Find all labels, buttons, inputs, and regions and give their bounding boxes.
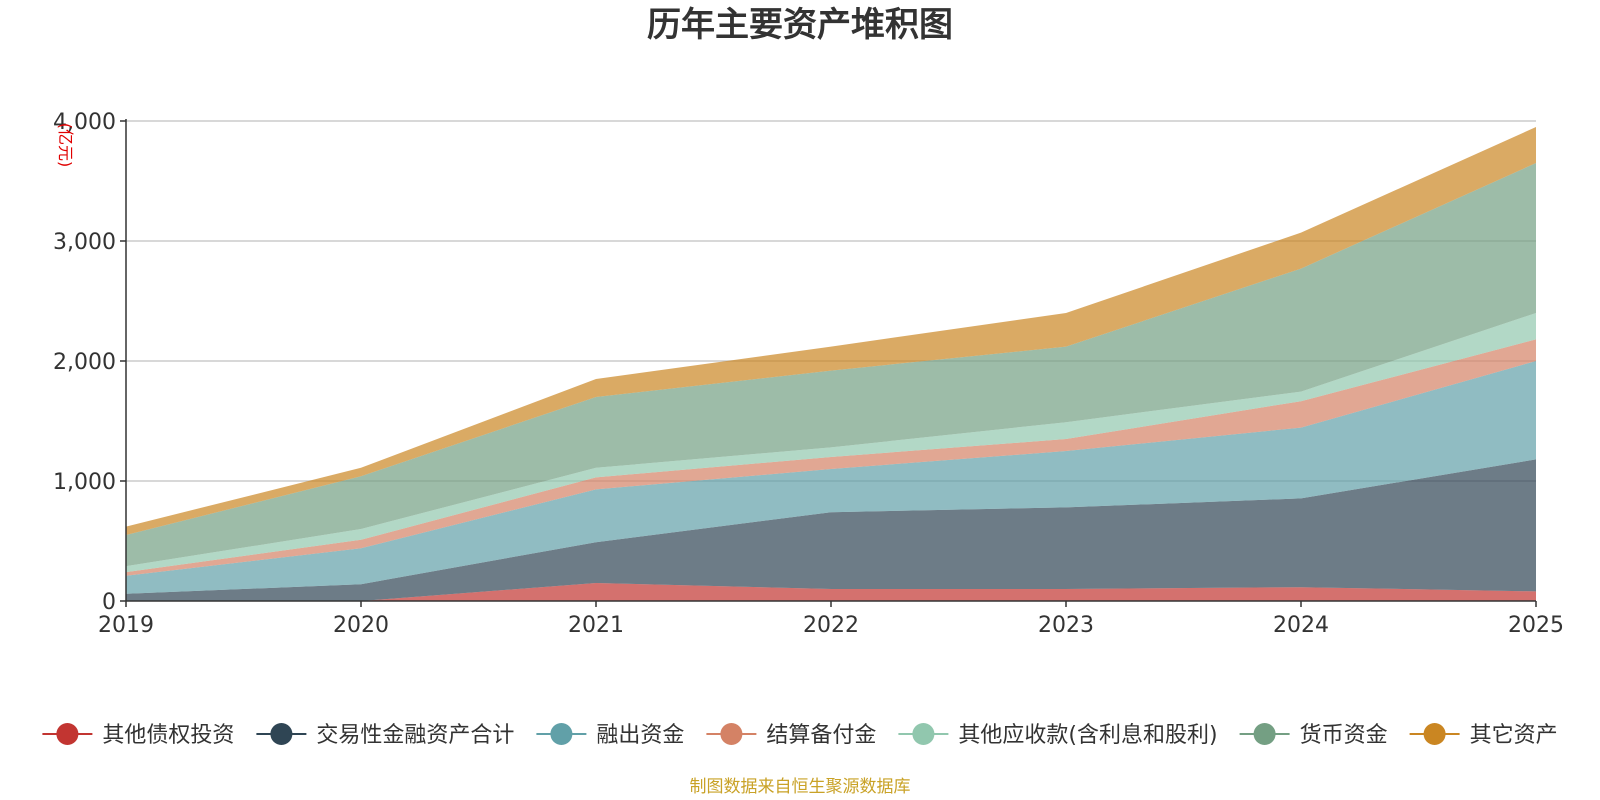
x-tick-label: 2023 [1038, 613, 1094, 638]
y-tick-label: 2,000 [53, 350, 116, 375]
legend-marker [550, 723, 573, 745]
area-series [126, 127, 1536, 601]
legend-item[interactable]: 结算备付金 [706, 723, 876, 748]
area-其它资产 [126, 127, 1536, 535]
x-tick-label: 2019 [98, 613, 154, 638]
legend-marker [720, 723, 743, 745]
legend-marker [56, 723, 79, 745]
area-融出资金 [126, 361, 1536, 594]
y-tick-label: 1,000 [53, 470, 116, 495]
legend-label: 融出资金 [596, 723, 684, 748]
legend-label: 其他债权投资 [102, 723, 234, 748]
x-tick-label: 2022 [803, 613, 859, 638]
x-tick-label: 2020 [333, 613, 389, 638]
legend-item[interactable]: 其他债权投资 [42, 723, 234, 748]
legend-marker [1253, 723, 1276, 745]
x-tick-label: 2025 [1508, 613, 1564, 638]
legend-label: 交易性金融资产合计 [316, 723, 514, 748]
legend-item[interactable]: 其它资产 [1409, 723, 1558, 748]
area-其他应收款(含利息和股利) [126, 313, 1536, 573]
data-source-note: 制图数据来自恒生聚源数据库 [690, 777, 911, 797]
legend: 其他债权投资 交易性金融资产合计 融出资金 结算备付金 其他应收款(含利息和股利) 货币资… [42, 723, 1558, 748]
area-结算备付金 [126, 339, 1536, 576]
legend-label: 结算备付金 [766, 723, 876, 748]
legend-marker [912, 723, 935, 745]
legend-label: 其他应收款(含利息和股利) [958, 723, 1217, 748]
area-交易性金融资产合计 [126, 459, 1536, 601]
legend-marker [1423, 723, 1446, 745]
legend-item[interactable]: 融出资金 [536, 723, 684, 748]
legend-label: 货币资金 [1300, 723, 1388, 748]
y-tick-label: 3,000 [53, 230, 116, 255]
axes: 0 1,000 2,000 3,000 4,000 2019 2020 2021 2022 202… [53, 110, 1564, 638]
x-tick-label: 2024 [1273, 613, 1329, 638]
legend-item[interactable]: 其他应收款(含利息和股利) [898, 723, 1218, 748]
x-tick-label: 2021 [568, 613, 624, 638]
legend-item[interactable]: 交易性金融资产合计 [256, 723, 514, 748]
legend-marker [270, 723, 293, 745]
area-其他债权投资 [126, 583, 1536, 601]
legend-item[interactable]: 货币资金 [1239, 723, 1388, 748]
chart-title: 历年主要资产堆积图 [647, 5, 953, 45]
y-tick-label: 4,000 [53, 110, 116, 135]
area-货币资金 [126, 163, 1536, 567]
y-axis-unit: (亿元) [56, 123, 75, 168]
y-tick-label: 0 [102, 590, 116, 615]
legend-label: 其它资产 [1470, 723, 1558, 748]
